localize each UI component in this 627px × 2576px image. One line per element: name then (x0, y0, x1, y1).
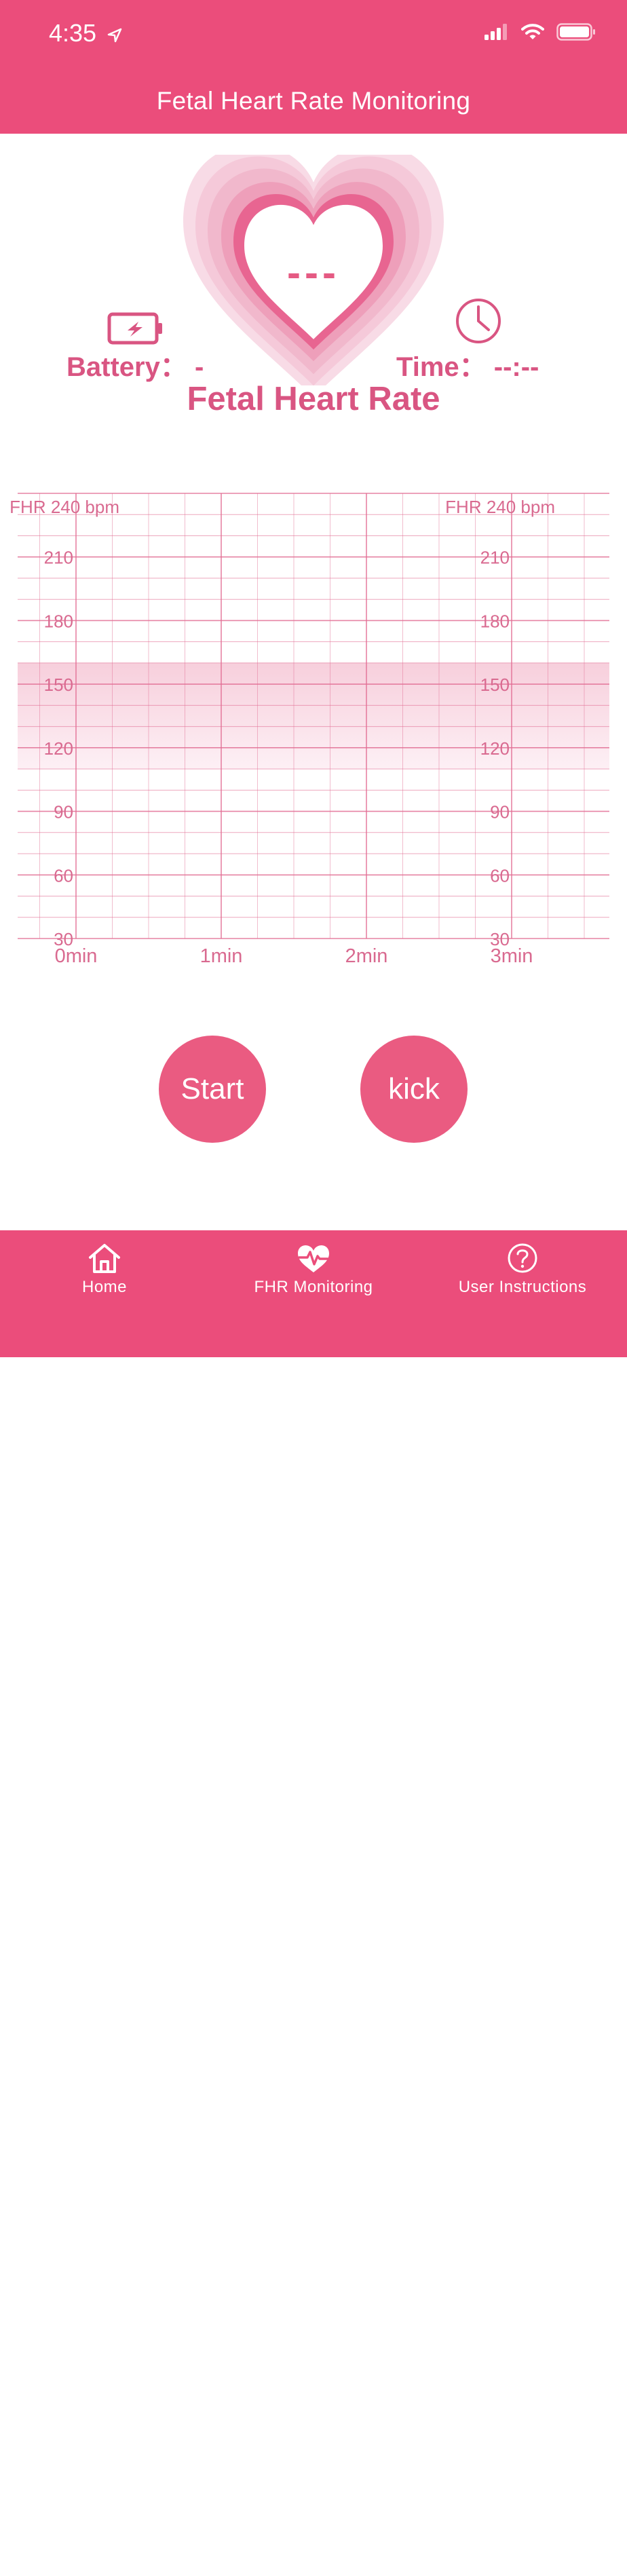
x-tick-label: 2min (345, 945, 388, 967)
tab-fhr-monitoring[interactable]: FHR Monitoring (209, 1230, 418, 1305)
tab-home[interactable]: Home (0, 1230, 209, 1305)
kick-button[interactable]: kick (360, 1036, 468, 1143)
y-tick-label-left: 90 (54, 802, 73, 822)
y-tick-label-right: 210 (480, 548, 510, 568)
y-tick-label-left: 120 (44, 738, 73, 759)
x-tick-label: 1min (200, 945, 243, 967)
y-tick-label-left: 180 (44, 611, 73, 631)
y-tick-label-left: 210 (44, 548, 73, 568)
battery-label: Battery： - (66, 352, 204, 382)
status-time: 4:35 (49, 19, 122, 49)
y-axis-label-right: FHR 240 bpm (445, 497, 555, 517)
y-tick-label-right: 30 (490, 929, 510, 949)
tab-user-instructions[interactable]: User Instructions (418, 1230, 627, 1305)
battery-full-icon (556, 23, 596, 44)
fhr-title: Fetal Heart Rate (187, 381, 440, 417)
home-icon (0, 1243, 209, 1277)
tab-help-label: User Instructions (458, 1278, 587, 1296)
start-button[interactable]: Start (159, 1036, 266, 1143)
tab-home-label: Home (81, 1278, 128, 1296)
x-tick-label: 3min (491, 945, 533, 967)
y-tick-label-right: 150 (480, 675, 510, 695)
cellular-signal-icon (484, 24, 509, 43)
y-tick-label-left: 60 (54, 865, 73, 886)
wifi-icon (521, 23, 544, 44)
normal-range-band (18, 662, 609, 770)
tab-fhr-label: FHR Monitoring (254, 1278, 373, 1296)
y-tick-label-right: 120 (480, 738, 510, 759)
x-tick-label: 0min (55, 945, 98, 967)
status-bar: 4:35 (0, 0, 627, 68)
time-label: Time： --:-- (396, 352, 539, 382)
y-tick-label-left: 30 (54, 929, 73, 949)
y-tick-label-left: 150 (44, 675, 73, 695)
y-tick-label-right: 90 (490, 802, 510, 822)
bpm-value: --- (287, 250, 340, 295)
clock-icon (455, 297, 502, 348)
y-tick-label-right: 60 (490, 865, 510, 886)
clock-text: 4:35 (49, 19, 97, 47)
battery-icon (107, 312, 164, 348)
y-tick-label-right: 180 (480, 611, 510, 631)
fhr-chart: 210 210 180 180 150 150 120 120 90 90 60 60 30 30 FHR … (10, 493, 609, 967)
location-arrow-icon (107, 20, 122, 49)
nav-bar: Fetal Heart Rate Monitoring (0, 68, 627, 134)
heart-pulse-icon (209, 1243, 418, 1277)
home-indicator (202, 2569, 425, 2576)
page-title: Fetal Heart Rate Monitoring (156, 87, 471, 115)
tab-bar: Home FHR Monitoring User Instructions (0, 1230, 627, 2576)
y-axis-label-left: FHR 240 bpm (10, 497, 119, 517)
question-circle-icon (418, 1243, 627, 1277)
